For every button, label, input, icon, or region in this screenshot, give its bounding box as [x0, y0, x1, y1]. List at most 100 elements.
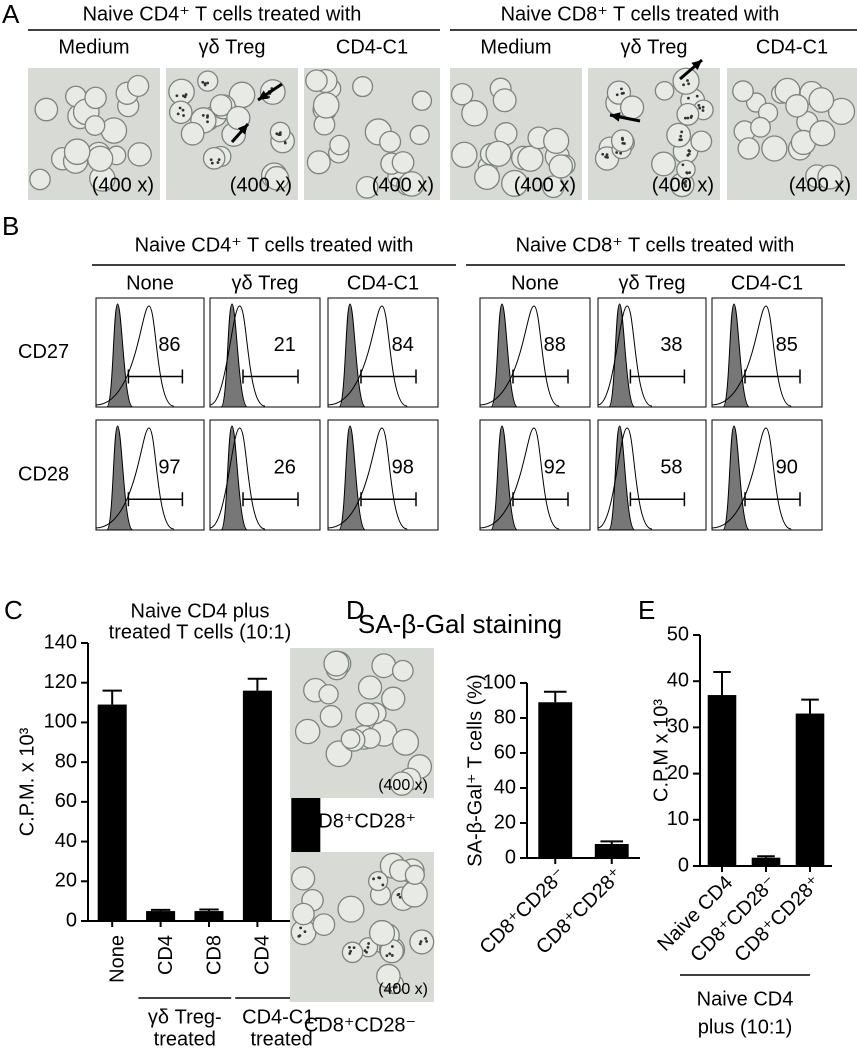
column-label: γδ Treg: [618, 272, 685, 294]
column-label: None: [126, 272, 174, 294]
granule: [299, 926, 303, 930]
x-tick-label: CD4: [252, 935, 274, 975]
granule: [206, 120, 209, 124]
granule: [683, 116, 687, 120]
cell: [341, 941, 364, 964]
row-label: CD27: [18, 341, 69, 363]
image-label: Medium: [480, 36, 551, 58]
cell: [209, 94, 233, 117]
x-tick-label: CD4: [155, 935, 177, 975]
isotype-histogram: [220, 303, 248, 408]
bar: [594, 844, 629, 858]
granule: [679, 134, 683, 138]
isotype-histogram: [338, 303, 366, 408]
cell: [785, 94, 809, 118]
cell: [84, 86, 107, 110]
column-label: None: [511, 272, 559, 294]
arrow-head: [258, 90, 269, 100]
y-tick-label: 80: [55, 750, 77, 772]
gate-percent: 88: [544, 334, 566, 356]
y-tick-label: 20: [55, 870, 77, 892]
error-bar: [757, 855, 775, 858]
stain-histogram: [479, 427, 560, 530]
granule: [183, 95, 187, 99]
granule: [424, 937, 428, 940]
isotype-histogram: [106, 303, 134, 408]
granule: [388, 952, 392, 956]
granule: [695, 94, 699, 98]
cell: [817, 164, 843, 190]
granule: [182, 114, 185, 117]
granule: [348, 945, 351, 949]
cell: [732, 80, 754, 103]
cell: [517, 145, 544, 172]
gate-percent: 84: [392, 334, 414, 356]
panel-letter: D: [346, 595, 365, 625]
arrow-head: [237, 124, 248, 135]
x-tick-label: None: [106, 935, 128, 983]
chart-title: Naive CD4 plus: [131, 600, 270, 622]
bar: [146, 911, 176, 921]
y-tick-label: 0: [505, 846, 516, 868]
cell: [29, 168, 51, 191]
magnification: (400 x): [378, 981, 428, 998]
cell: [202, 146, 226, 170]
image-label: CD8⁺CD28⁺: [304, 810, 416, 832]
cell: [381, 686, 406, 711]
stain-histogram: [479, 305, 560, 407]
granule: [619, 151, 623, 155]
cell: [305, 69, 328, 92]
isotype-histogram: [608, 425, 636, 531]
y-tick-label: 10: [667, 808, 689, 830]
cell: [450, 82, 474, 106]
granule: [377, 876, 381, 880]
granule: [216, 161, 220, 164]
arrow-head: [691, 60, 702, 71]
cell: [651, 151, 676, 177]
granule: [201, 114, 205, 117]
granule: [684, 180, 688, 183]
cell: [666, 122, 692, 148]
magnification: (400 x): [789, 174, 851, 196]
gate: [629, 492, 686, 507]
gate-percent: 90: [776, 457, 798, 479]
cell: [291, 866, 316, 891]
group-title: Naive CD8⁺ T cells treated with: [516, 234, 795, 256]
granule: [682, 83, 685, 87]
cell: [63, 138, 91, 166]
cell: [323, 650, 350, 677]
cell: [391, 728, 420, 756]
cell: [87, 145, 114, 172]
cell: [368, 919, 396, 947]
cell: [352, 76, 374, 98]
cell: [451, 141, 478, 169]
cell: [492, 88, 517, 113]
row-label: CD28: [18, 463, 69, 485]
y-tick-label: 60: [55, 790, 77, 812]
granule: [201, 80, 205, 84]
y-tick-label: 100: [44, 711, 77, 733]
panel-letter: E: [638, 595, 655, 625]
cell: [337, 895, 365, 923]
stain-histogram: [597, 305, 653, 407]
cell: [355, 176, 379, 199]
gate: [744, 369, 801, 384]
y-tick-label: 50: [667, 623, 689, 645]
y-tick-label: 140: [44, 631, 77, 653]
error-bar: [600, 840, 624, 844]
x-tick-label: CD8: [203, 935, 225, 975]
granule: [686, 79, 689, 82]
image-label: Medium: [58, 36, 129, 58]
magnification: (400 x): [652, 174, 714, 196]
gate: [744, 492, 801, 507]
cell: [376, 963, 401, 989]
magnification: (400 x): [372, 174, 434, 196]
y-tick-label: 40: [667, 669, 689, 691]
y-tick-label: 40: [55, 830, 77, 852]
error-bar: [199, 908, 219, 912]
image-label: CD8⁺CD28⁻: [304, 1014, 416, 1036]
granule: [687, 82, 691, 86]
arrow-head: [610, 112, 621, 122]
granule: [209, 158, 213, 162]
gate: [629, 369, 686, 384]
